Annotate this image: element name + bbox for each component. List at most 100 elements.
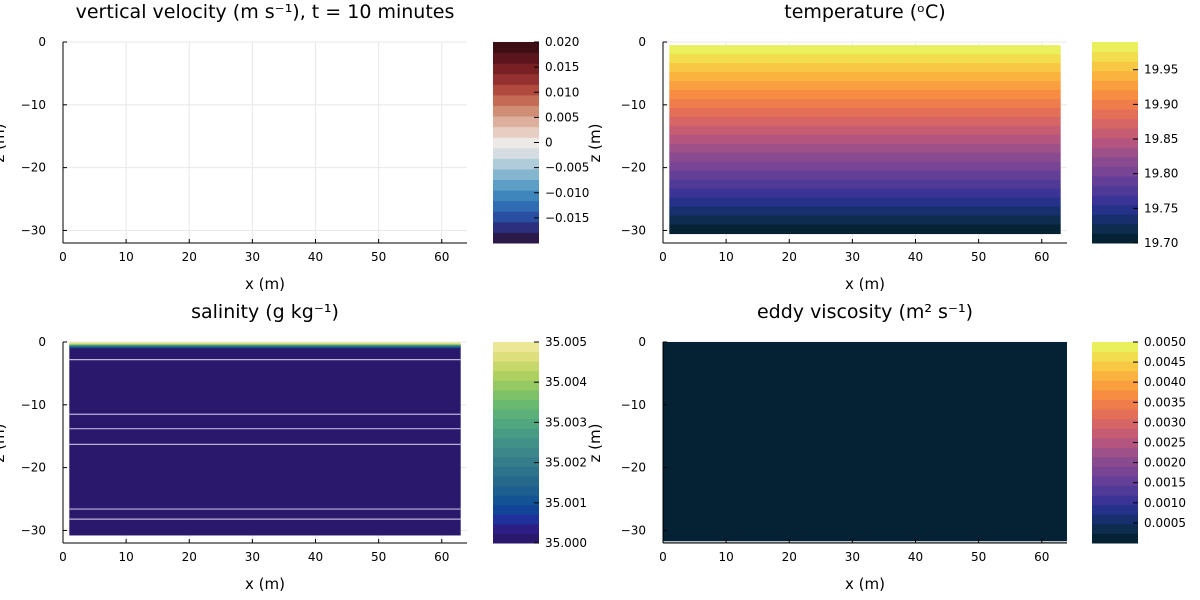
colorbar-swatch (1092, 137, 1138, 148)
colorbar-swatch (1092, 61, 1138, 72)
field-band (669, 125, 1061, 136)
field-band (669, 54, 1061, 64)
field-band (669, 45, 1061, 55)
colorbar-swatch (1092, 485, 1138, 496)
colorbar-swatch (1092, 89, 1138, 100)
colorbar-swatch (1092, 80, 1138, 91)
x-tick-label: 0 (59, 550, 67, 564)
x-tick-label: 0 (659, 550, 667, 564)
colorbar-swatch (493, 200, 539, 212)
y-axis-label: z (m) (0, 424, 8, 463)
x-tick-label: 30 (245, 550, 260, 564)
colorbar-tick-label: 0.0030 (1144, 415, 1186, 429)
x-tick-label: 60 (1034, 250, 1049, 264)
colorbar-tick-label: 0 (545, 136, 553, 150)
colorbar-swatch (493, 447, 539, 458)
colorbar-swatch (1092, 409, 1138, 420)
x-tick-label: 50 (371, 250, 386, 264)
x-tick-label: 30 (245, 250, 260, 264)
colorbar-swatch (493, 84, 539, 96)
colorbar-swatch (1092, 166, 1138, 177)
chart-title: vertical velocity (m s⁻¹), t = 10 minute… (76, 1, 455, 23)
panel-3: salinity (g kg⁻¹) 0 10 20 30 40 50 60 0 −10 −20 −30… (0, 301, 604, 593)
colorbar-swatch (1092, 466, 1138, 477)
colorbar-swatch (1092, 504, 1138, 515)
field-band (669, 170, 1061, 181)
colorbar-tick-label: 19.80 (1144, 167, 1178, 181)
colorbar-swatch (493, 42, 539, 54)
x-tick-label: 40 (308, 550, 323, 564)
colorbar-swatch (493, 389, 539, 400)
colorbar-swatch (1092, 195, 1138, 206)
field-fill (663, 342, 1067, 542)
panel-2: temperature (ᵒC) 0 10 20 30 40 50 60 0 −10 −20 −30 x… (621, 1, 1179, 293)
colorbar-tick-label: −0.010 (545, 186, 589, 200)
y-tick-label: 0 (38, 335, 46, 349)
colorbar-swatch (1092, 476, 1138, 487)
colorbar-tick-label: 0.0010 (1144, 496, 1186, 510)
chart-title: salinity (g kg⁻¹) (191, 301, 339, 323)
colorbar-swatch (493, 418, 539, 429)
colorbar-swatch (1092, 351, 1138, 362)
y-tick-label: −10 (21, 398, 46, 412)
colorbar-label: z (m) (586, 424, 604, 463)
colorbar-tick-label: 0.0015 (1144, 476, 1186, 490)
panel-4: eddy viscosity (m² s⁻¹) 0 10 20 30 40 50 60 0 −10… (621, 301, 1186, 593)
chart-title: eddy viscosity (m² s⁻¹) (757, 301, 973, 323)
x-tick-label: 40 (308, 250, 323, 264)
y-tick-label: −30 (621, 523, 646, 537)
field-band (669, 116, 1061, 127)
colorbar-tick-label: 19.75 (1144, 201, 1178, 215)
colorbar-swatch (1092, 70, 1138, 81)
colorbar-swatch (493, 73, 539, 85)
colorbar-tick-label: 35.003 (545, 415, 587, 429)
y-tick-label: −30 (21, 223, 46, 237)
field-band (669, 197, 1061, 208)
x-axis-label: x (m) (245, 275, 285, 293)
colorbar-tick-label: 0.0045 (1144, 355, 1186, 369)
colorbar-tick-label: 19.95 (1144, 63, 1178, 77)
y-tick-label: 0 (38, 35, 46, 49)
colorbar-swatch (1092, 437, 1138, 448)
x-tick-label: 30 (845, 550, 860, 564)
colorbar-swatch (493, 456, 539, 467)
colorbar-swatch (1092, 495, 1138, 506)
colorbar-tick-label: 35.002 (545, 456, 587, 470)
colorbar-swatch (493, 94, 539, 106)
field-band (669, 206, 1061, 217)
colorbar-swatch (1092, 51, 1138, 62)
chart-title: temperature (ᵒC) (784, 1, 945, 23)
colorbar-swatch (1092, 389, 1138, 400)
field-fill (69, 345, 461, 536)
y-tick-label: −20 (21, 161, 46, 175)
colorbar-swatch (493, 116, 539, 128)
field-band (669, 215, 1061, 226)
surface-layer (69, 342, 461, 344)
surface-layer (69, 346, 461, 349)
colorbar-swatch (1092, 128, 1138, 139)
surface-layer (69, 343, 461, 346)
x-axis-label: x (m) (245, 575, 285, 593)
x-tick-label: 60 (434, 250, 449, 264)
colorbar-tick-label: 0.0040 (1144, 375, 1186, 389)
colorbar-swatch (1092, 214, 1138, 225)
colorbar-swatch (1092, 456, 1138, 467)
x-tick-label: 50 (371, 550, 386, 564)
field-band (669, 143, 1061, 154)
field-band (669, 224, 1061, 235)
colorbar-swatch (1092, 147, 1138, 158)
colorbar-swatch (493, 399, 539, 410)
colorbar-swatch (493, 179, 539, 191)
x-tick-label: 60 (1034, 550, 1049, 564)
field-band (669, 90, 1061, 100)
y-axis-label: z (m) (0, 124, 8, 163)
y-tick-label: −30 (21, 523, 46, 537)
colorbar-swatch (493, 428, 539, 439)
field-band (669, 81, 1061, 91)
colorbar-swatch (1092, 118, 1138, 129)
colorbar-swatch (1092, 342, 1138, 353)
colorbar-tick-label: 0.0005 (1144, 516, 1186, 530)
colorbar-swatch (493, 63, 539, 75)
x-tick-label: 20 (182, 250, 197, 264)
